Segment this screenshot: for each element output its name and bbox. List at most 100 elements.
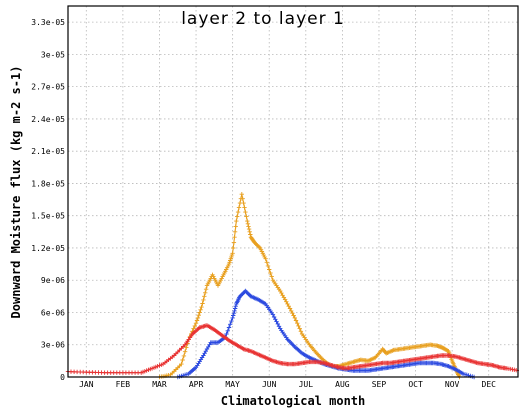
- data-point-marker: [202, 294, 207, 299]
- data-point-marker: [295, 321, 300, 326]
- data-point-marker: [179, 361, 184, 367]
- data-point-marker: [196, 313, 201, 318]
- data-point-marker: [231, 313, 236, 318]
- x-tick-labels: JAN FEB MAR APR MAY JUN JUL AUG SEP OCT NOV DEC: [79, 380, 496, 389]
- data-point-marker: [289, 308, 294, 314]
- data-point-marker: [287, 306, 293, 311]
- data-point-marker: [245, 221, 251, 226]
- x-tick-label: DEC: [482, 380, 497, 389]
- y-tick-label: 3e-06: [41, 341, 65, 350]
- data-point-marker: [230, 251, 235, 256]
- data-point-marker: [248, 232, 253, 237]
- data-point-marker: [191, 326, 196, 331]
- series-line-0: [159, 194, 460, 378]
- grid-layer: [68, 6, 518, 377]
- data-point-marker: [240, 196, 245, 201]
- data-point-marker: [181, 353, 187, 359]
- x-tick-label: AUG: [335, 380, 350, 389]
- x-tick-label: MAY: [225, 380, 240, 389]
- series-layer: [65, 192, 519, 380]
- y-tick-label: 3e-05: [41, 50, 65, 59]
- data-point-marker: [203, 287, 209, 292]
- y-tick-label: 2.7e-05: [31, 83, 65, 92]
- data-point-marker: [246, 224, 251, 229]
- x-axis-title: Climatological month: [221, 394, 366, 408]
- x-tick-label: NOV: [445, 380, 460, 389]
- data-point-marker: [263, 256, 268, 261]
- y-tick-label: 1.5e-05: [31, 212, 65, 221]
- x-tick-label: JUL: [299, 380, 314, 389]
- data-point-marker: [244, 214, 249, 219]
- data-point-marker: [231, 245, 236, 251]
- data-point-marker: [236, 205, 242, 210]
- data-point-marker: [193, 321, 199, 326]
- series-markers-0: [157, 192, 462, 380]
- data-point-marker: [273, 317, 278, 322]
- data-point-marker: [243, 209, 248, 215]
- data-point-marker: [268, 270, 273, 276]
- data-point-marker: [298, 329, 304, 334]
- data-point-marker: [235, 209, 241, 215]
- data-point-marker: [225, 328, 230, 333]
- y-tick-label: 2.4e-05: [31, 115, 65, 124]
- x-tick-label: MAR: [152, 380, 167, 389]
- data-point-marker: [269, 274, 274, 279]
- x-tick-label: JUN: [262, 380, 277, 389]
- data-point-marker: [224, 331, 229, 337]
- data-point-marker: [241, 200, 246, 206]
- data-point-marker: [275, 321, 280, 327]
- y-tick-label: 2.1e-05: [31, 147, 65, 156]
- data-point-marker: [271, 314, 277, 320]
- data-point-marker: [180, 357, 185, 363]
- y-tick-label: 6e-06: [41, 308, 65, 317]
- data-point-marker: [203, 290, 208, 295]
- series-markers-1: [175, 288, 477, 380]
- data-point-marker: [200, 301, 205, 306]
- y-tick-label: 1.8e-05: [31, 179, 65, 188]
- data-point-marker: [201, 297, 206, 303]
- data-point-marker: [233, 304, 238, 309]
- data-point-marker: [232, 235, 237, 240]
- data-point-marker: [242, 205, 247, 210]
- x-tick-label: SEP: [372, 380, 387, 389]
- data-point-marker: [285, 301, 290, 307]
- x-tick-label: FEB: [116, 380, 131, 389]
- data-point-marker: [199, 304, 204, 310]
- data-point-marker: [292, 315, 297, 321]
- y-tick-label: 9e-06: [41, 276, 65, 285]
- data-point-marker: [184, 345, 189, 350]
- data-point-marker: [192, 323, 197, 329]
- data-point-marker: [245, 218, 250, 224]
- x-tick-label: OCT: [408, 380, 423, 389]
- y-tick-label: 3.3e-05: [31, 18, 65, 27]
- data-point-marker: [270, 312, 276, 317]
- data-point-marker: [195, 315, 201, 321]
- data-point-marker: [276, 324, 282, 329]
- data-point-marker: [230, 315, 235, 321]
- data-point-marker: [234, 218, 239, 224]
- data-point-marker: [296, 323, 301, 329]
- data-point-marker: [232, 229, 238, 234]
- data-point-marker: [239, 192, 244, 197]
- data-point-marker: [231, 311, 237, 316]
- data-point-marker: [197, 310, 202, 315]
- data-point-marker: [264, 260, 269, 265]
- plot-frame: [67, 5, 519, 378]
- data-point-marker: [182, 349, 188, 354]
- x-tick-label: APR: [189, 380, 204, 389]
- data-point-marker: [232, 306, 238, 311]
- data-point-marker: [297, 326, 302, 331]
- data-point-marker: [233, 224, 238, 229]
- chart-title: layer 2 to layer 1: [181, 9, 345, 29]
- data-point-marker: [265, 263, 271, 269]
- data-point-marker: [291, 313, 296, 318]
- data-point-marker: [228, 322, 233, 327]
- data-point-marker: [232, 308, 237, 314]
- data-point-marker: [226, 325, 232, 330]
- y-axis-title: Downward Moisture flux (kg m-2 s-1): [9, 66, 23, 319]
- data-point-marker: [286, 304, 291, 309]
- x-tick-label: JAN: [79, 380, 94, 389]
- y-tick-label: 0: [60, 373, 65, 382]
- data-point-marker: [194, 318, 200, 323]
